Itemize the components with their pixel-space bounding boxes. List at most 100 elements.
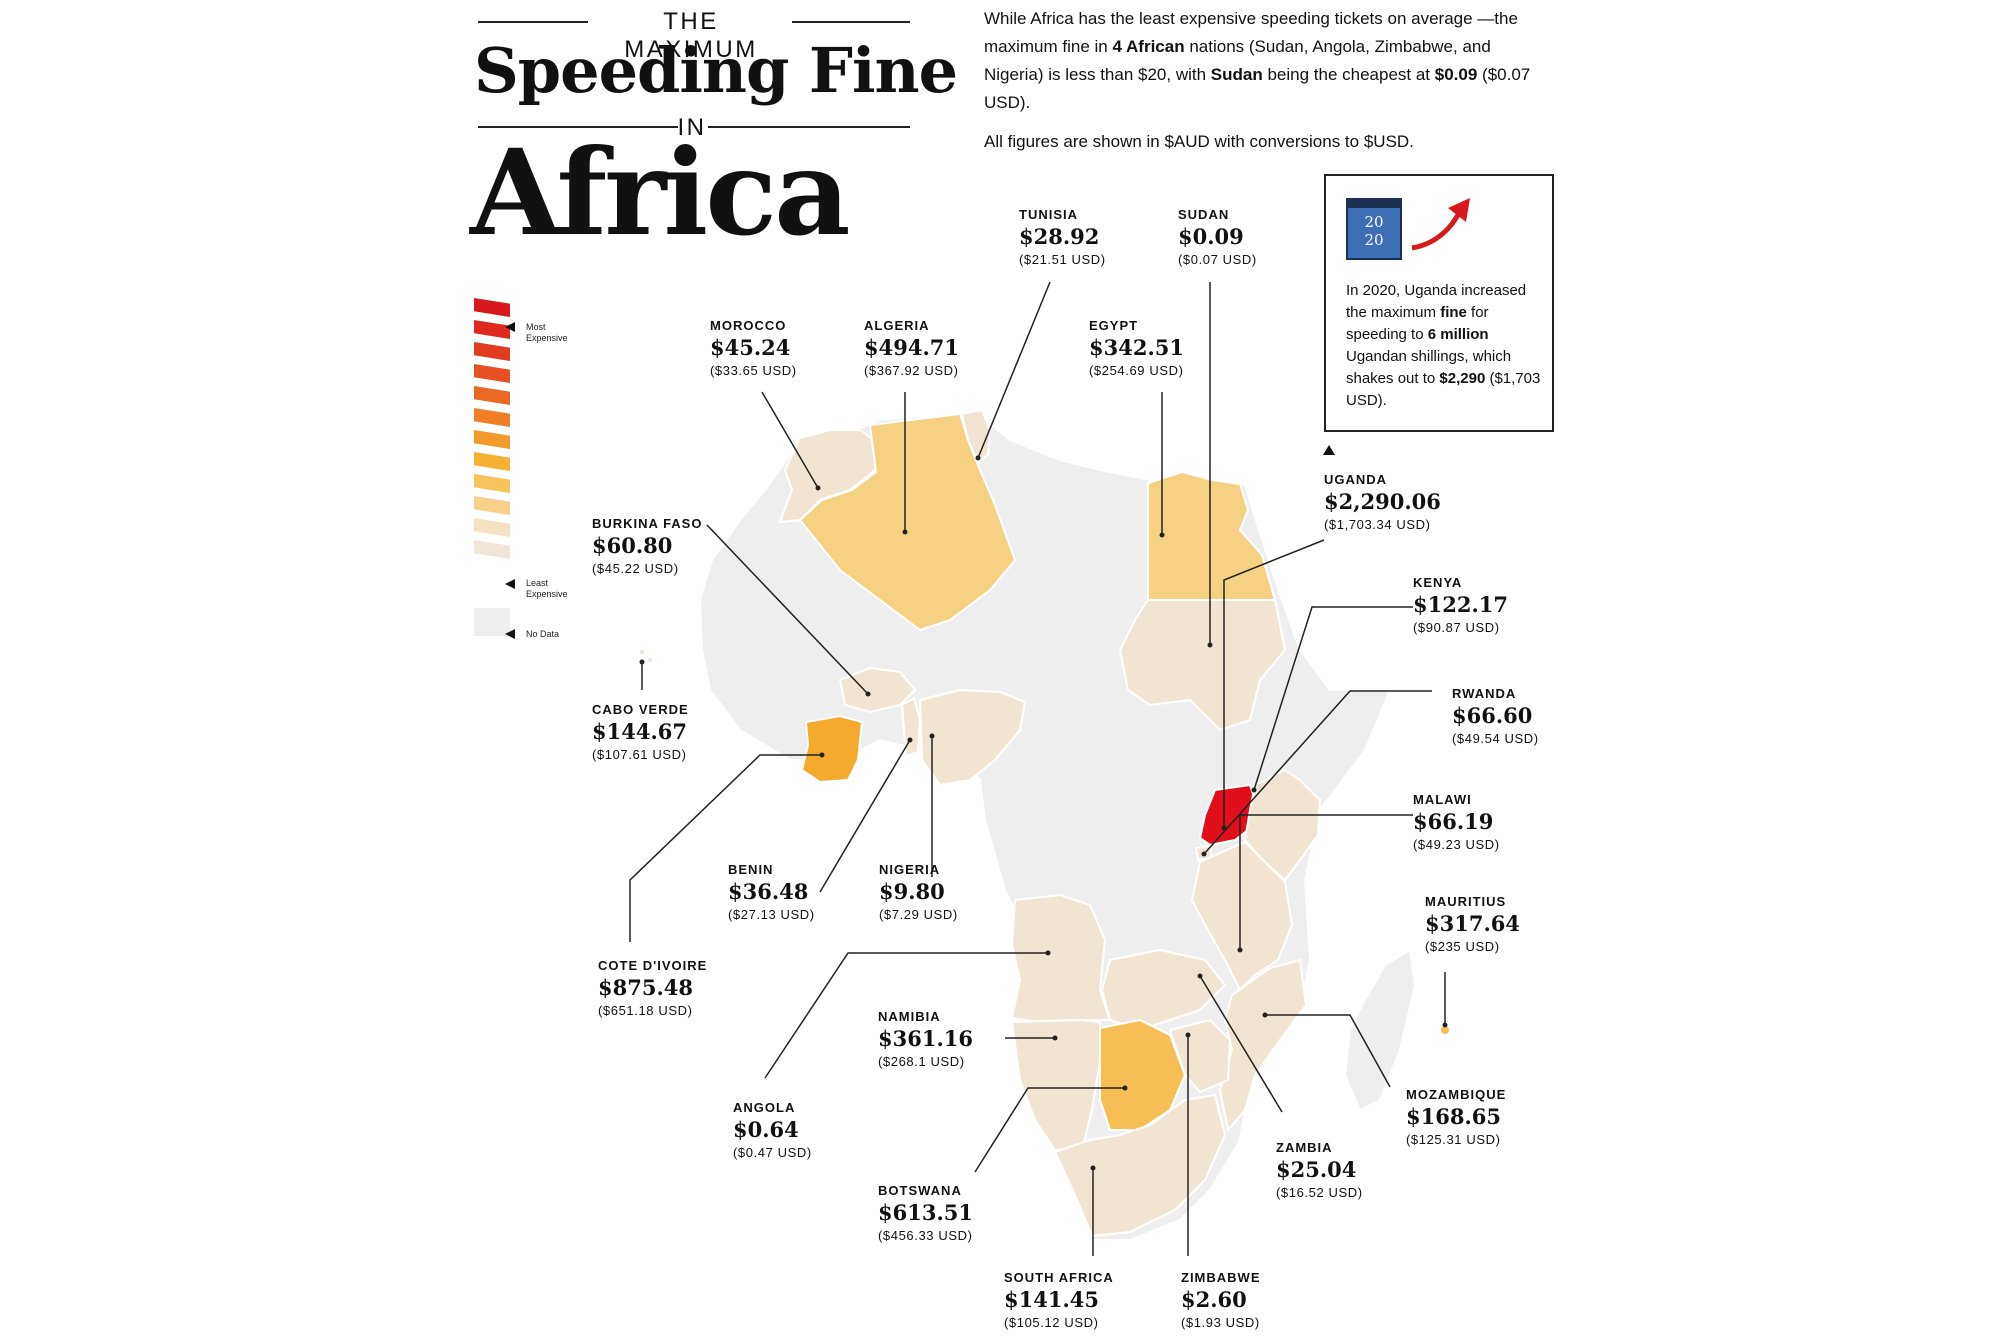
fine-aud: $36.48 xyxy=(728,879,809,904)
country-name: EGYPT xyxy=(1089,318,1139,333)
leader-dot xyxy=(1197,973,1203,979)
south-africa-shape xyxy=(1053,1093,1227,1238)
intro-text: ($0.07 USD). xyxy=(984,65,1531,112)
uganda-note-text: In 2020, Uganda increased the maximum fi… xyxy=(1346,280,1542,412)
label-tunisia: TUNISIA $28.92 ($21.51 USD) xyxy=(1019,207,1106,269)
fine-usd: ($7.29 USD) xyxy=(879,907,958,922)
intro-text: While Africa has the least expensive spe… xyxy=(984,9,1518,56)
leader-dot xyxy=(1207,642,1213,648)
leader-morocco xyxy=(761,391,819,489)
title-rule-left xyxy=(478,21,588,23)
legend-marker-least-icon xyxy=(505,579,515,589)
country-name: BURKINA FASO xyxy=(592,516,703,531)
label-zimbabwe: ZIMBABWE $2.60 ($1.93 USD) xyxy=(1181,1270,1261,1332)
label-namibia: NAMIBIA $361.16 ($268.1 USD) xyxy=(878,1009,973,1071)
fine-usd: ($27.13 USD) xyxy=(728,907,815,922)
legend-marker-nodata-icon xyxy=(505,629,515,639)
cabo-verde-shape xyxy=(640,650,644,654)
intro-text: being the cheapest at xyxy=(1262,65,1435,84)
leader-dot xyxy=(975,455,981,461)
country-name: NIGERIA xyxy=(879,862,941,877)
fine-usd: ($268.1 USD) xyxy=(878,1054,965,1069)
leader-cote-divoire xyxy=(629,754,822,942)
legend-least: Least Expensive xyxy=(526,578,568,599)
label-egypt: EGYPT $342.51 ($254.69 USD) xyxy=(1089,318,1184,380)
legend-marker-most-icon xyxy=(505,322,515,332)
title-rule-right-2 xyxy=(708,126,910,128)
fine-usd: ($1.93 USD) xyxy=(1181,1315,1260,1330)
fine-usd: ($1,703.34 USD) xyxy=(1324,517,1431,532)
title-connector: IN xyxy=(677,114,707,141)
fine-aud: $361.16 xyxy=(878,1026,973,1051)
legend-no-data: No Data xyxy=(526,629,560,639)
legend-step xyxy=(474,496,510,515)
fine-aud: $613.51 xyxy=(878,1200,973,1225)
country-name: CABO VERDE xyxy=(592,702,689,717)
title-africa: Africa xyxy=(470,123,851,262)
note-bold: 6 million xyxy=(1427,326,1489,343)
leader-dot xyxy=(865,691,871,697)
label-benin: BENIN $36.48 ($27.13 USD) xyxy=(728,862,815,924)
legend-step xyxy=(474,386,510,405)
label-uganda: UGANDA $2,290.06 ($1,703.34 USD) xyxy=(1324,472,1441,534)
leader-angola xyxy=(764,952,1048,1079)
label-rwanda: RWANDA $66.60 ($49.54 USD) xyxy=(1452,686,1539,748)
fine-aud: $45.24 xyxy=(710,335,791,360)
fine-usd: ($16.52 USD) xyxy=(1276,1185,1363,1200)
intro-bold: $0.09 xyxy=(1434,65,1478,84)
fine-aud: $144.67 xyxy=(592,719,687,744)
leader-dot xyxy=(929,733,935,739)
title-rule-right xyxy=(792,21,910,23)
fine-usd: ($254.69 USD) xyxy=(1089,363,1184,378)
fine-usd: ($0.47 USD) xyxy=(733,1145,812,1160)
fine-aud: $66.19 xyxy=(1413,809,1494,834)
fine-usd: ($49.23 USD) xyxy=(1413,837,1500,852)
uganda-note-box: 20 20 In 2020, Uganda increased the maxi… xyxy=(1324,174,1554,432)
intro-note: All figures are shown in $AUD with conve… xyxy=(984,132,1414,151)
country-name: ZAMBIA xyxy=(1276,1140,1333,1155)
note-bold: $2,290 xyxy=(1439,370,1486,387)
cabo-verde-shape xyxy=(648,658,652,662)
country-name: KENYA xyxy=(1413,575,1463,590)
leader-mozambique xyxy=(1265,1014,1391,1088)
fine-aud: $28.92 xyxy=(1019,224,1100,249)
country-name: MOROCCO xyxy=(710,318,787,333)
fine-aud: $317.64 xyxy=(1425,911,1520,936)
country-name: MALAWI xyxy=(1413,792,1472,807)
zimbabwe-shape xyxy=(1168,1018,1232,1094)
label-sudan: SUDAN $0.09 ($0.07 USD) xyxy=(1178,207,1257,269)
label-nigeria: NIGERIA $9.80 ($7.29 USD) xyxy=(879,862,958,924)
zambia-shape xyxy=(1100,948,1227,1032)
country-name: MOZAMBIQUE xyxy=(1406,1087,1507,1102)
fine-aud: $60.80 xyxy=(592,533,673,558)
note-bold: fine xyxy=(1440,304,1467,321)
mozambique-shape xyxy=(1218,958,1308,1133)
country-name: BENIN xyxy=(728,862,774,877)
madagascar-no-data xyxy=(1343,948,1417,1112)
country-name: SOUTH AFRICA xyxy=(1004,1270,1114,1285)
leader-dot xyxy=(1052,1035,1058,1041)
leader-dot xyxy=(819,752,825,758)
mauritius-shape xyxy=(1441,1026,1449,1034)
fine-aud: $141.45 xyxy=(1004,1287,1099,1312)
fine-usd: ($651.18 USD) xyxy=(598,1003,693,1018)
calendar-icon: 20 20 xyxy=(1346,198,1402,260)
leader-malawi xyxy=(1239,814,1413,950)
leader-dot xyxy=(1159,532,1165,538)
cote-divoire-shape xyxy=(800,714,864,784)
leader-burkina-faso xyxy=(706,524,869,695)
fine-usd: ($49.54 USD) xyxy=(1452,731,1539,746)
label-mozambique: MOZAMBIQUE $168.65 ($125.31 USD) xyxy=(1406,1087,1506,1149)
fine-aud: $168.65 xyxy=(1406,1104,1501,1129)
calendar-year-bottom: 20 xyxy=(1364,231,1384,249)
label-kenya: KENYA $122.17 ($90.87 USD) xyxy=(1413,575,1508,637)
fine-aud: $122.17 xyxy=(1413,592,1508,617)
legend-step xyxy=(474,474,510,493)
label-burkina-faso: BURKINA FASO $60.80 ($45.22 USD) xyxy=(592,516,702,578)
fine-aud: $494.71 xyxy=(864,335,959,360)
intro-bold: 4 African xyxy=(1112,37,1185,56)
note-text: for speeding to xyxy=(1346,304,1489,343)
leader-dot xyxy=(1045,950,1051,956)
leader-dot xyxy=(1185,1032,1191,1038)
fine-aud: $0.64 xyxy=(733,1117,799,1142)
